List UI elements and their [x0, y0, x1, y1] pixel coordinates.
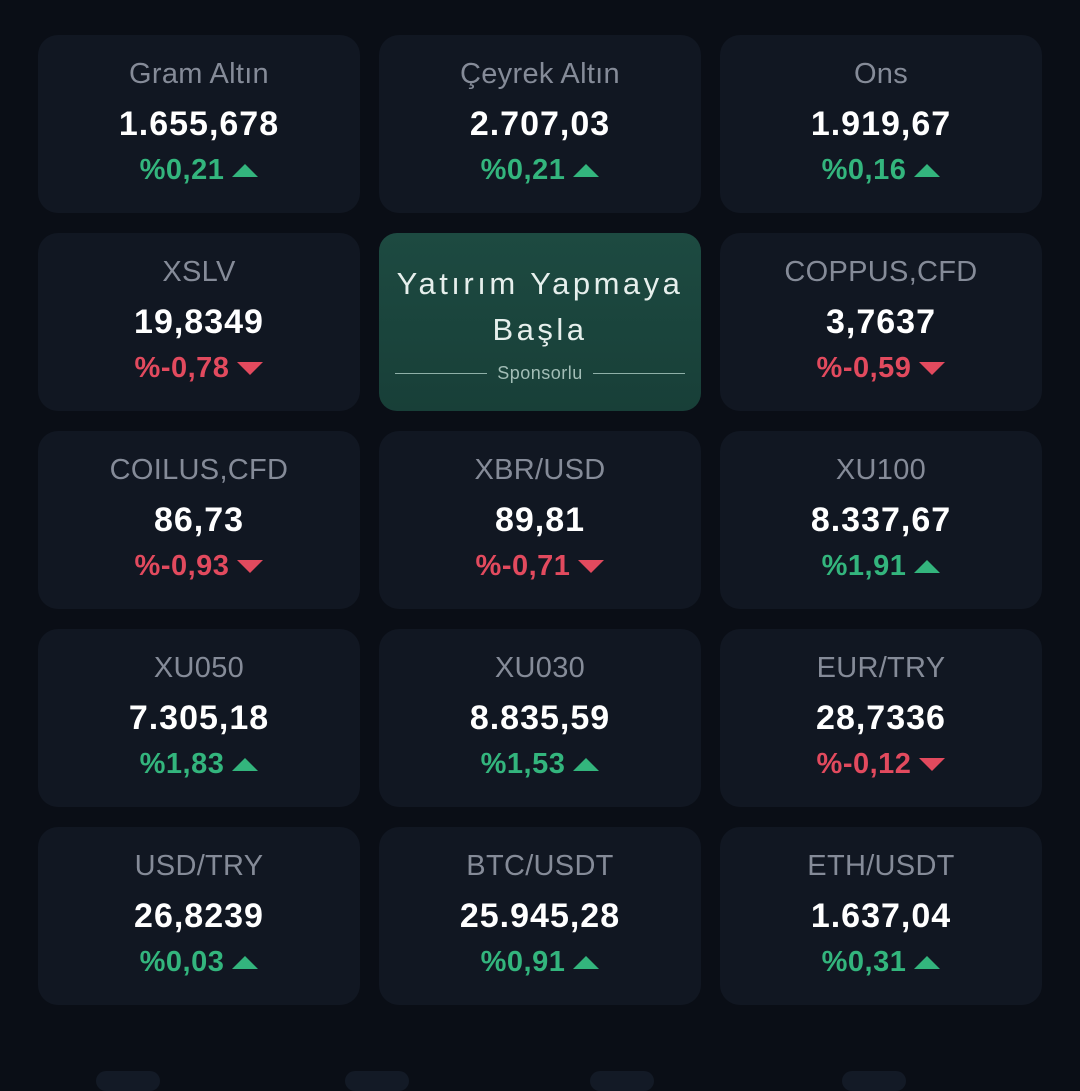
ticker-name: ETH/USDT — [807, 850, 955, 882]
ticker-name: XSLV — [162, 256, 236, 288]
change-percent: %0,21 — [139, 154, 225, 186]
ticker-change: %0,91 — [481, 945, 600, 979]
ticker-change: %0,16 — [822, 153, 941, 187]
ticker-change: %-0,12 — [817, 747, 946, 781]
ticker-value: 8.835,59 — [469, 699, 611, 737]
ticker-value: 1.655,678 — [118, 105, 280, 143]
arrow-up-icon — [914, 163, 941, 177]
ticker-name: XBR/USD — [474, 454, 606, 486]
arrow-up-icon — [914, 955, 941, 969]
ticker-name: XU030 — [494, 652, 586, 684]
change-percent: %1,83 — [139, 748, 225, 780]
ticker-change: %0,21 — [140, 153, 259, 187]
change-percent: %0,31 — [821, 946, 907, 978]
ticker-change: %1,91 — [822, 549, 941, 583]
sponsored-ad-card[interactable]: Yatırım Yapmaya Başla Sponsorlu — [379, 233, 701, 411]
ticker-card-xu030[interactable]: XU030 8.835,59 %1,53 — [379, 629, 701, 807]
change-percent: %0,03 — [139, 946, 225, 978]
ad-headline: Yatırım Yapmaya Başla — [396, 266, 684, 347]
ticker-card-coilus-cfd[interactable]: COILUS,CFD 86,73 %-0,93 — [38, 431, 360, 609]
ticker-value: 7.305,18 — [128, 699, 270, 737]
ticker-value: 28,7336 — [816, 699, 946, 737]
ticker-value: 89,81 — [494, 501, 586, 539]
ticker-card-gram-altin[interactable]: Gram Altın 1.655,678 %0,21 — [38, 35, 360, 213]
ticker-card-eur-try[interactable]: EUR/TRY 28,7336 %-0,12 — [720, 629, 1042, 807]
ticker-value: 3,7637 — [826, 303, 936, 341]
ticker-card-ons[interactable]: Ons 1.919,67 %0,16 — [720, 35, 1042, 213]
ticker-card-xbr-usd[interactable]: XBR/USD 89,81 %-0,71 — [379, 431, 701, 609]
bottom-chip-row — [0, 1071, 1080, 1091]
change-percent: %-0,93 — [134, 550, 230, 582]
ticker-value: 1.919,67 — [810, 105, 952, 143]
arrow-up-icon — [573, 757, 600, 771]
ticker-change: %-0,93 — [135, 549, 264, 583]
arrow-down-icon — [919, 757, 946, 771]
change-percent: %-0,59 — [816, 352, 912, 384]
ticker-change: %0,03 — [140, 945, 259, 979]
change-percent: %0,21 — [480, 154, 566, 186]
ticker-name: XU050 — [153, 652, 245, 684]
ticker-name: Gram Altın — [129, 58, 269, 90]
ticker-value: 8.337,67 — [810, 501, 952, 539]
ticker-card-usd-try[interactable]: USD/TRY 26,8239 %0,03 — [38, 827, 360, 1005]
ticker-name: BTC/USDT — [466, 850, 614, 882]
arrow-down-icon — [237, 559, 264, 573]
ticker-card-xu050[interactable]: XU050 7.305,18 %1,83 — [38, 629, 360, 807]
chip[interactable] — [842, 1071, 906, 1091]
change-percent: %-0,71 — [475, 550, 571, 582]
sponsor-row: Sponsorlu — [395, 363, 685, 384]
ticker-value: 25.945,28 — [459, 897, 621, 935]
ticker-change: %-0,71 — [476, 549, 605, 583]
ticker-name: COILUS,CFD — [109, 454, 289, 486]
ticker-value: 1.637,04 — [810, 897, 952, 935]
ticker-change: %-0,78 — [135, 351, 264, 385]
ticker-name: USD/TRY — [134, 850, 264, 882]
ticker-name: COPPUS,CFD — [784, 256, 978, 288]
ticker-card-ceyrek-altin[interactable]: Çeyrek Altın 2.707,03 %0,21 — [379, 35, 701, 213]
change-percent: %0,16 — [821, 154, 907, 186]
ticker-change: %0,31 — [822, 945, 941, 979]
arrow-up-icon — [232, 163, 259, 177]
change-percent: %1,91 — [821, 550, 907, 582]
ticker-card-xu100[interactable]: XU100 8.337,67 %1,91 — [720, 431, 1042, 609]
ticker-change: %1,83 — [140, 747, 259, 781]
ticker-value: 26,8239 — [134, 897, 264, 935]
arrow-up-icon — [914, 559, 941, 573]
change-percent: %0,91 — [480, 946, 566, 978]
arrow-down-icon — [919, 361, 946, 375]
change-percent: %-0,78 — [134, 352, 230, 384]
ticker-value: 2.707,03 — [469, 105, 611, 143]
ticker-card-btc-usdt[interactable]: BTC/USDT 25.945,28 %0,91 — [379, 827, 701, 1005]
divider — [395, 373, 488, 374]
change-percent: %1,53 — [480, 748, 566, 780]
arrow-down-icon — [237, 361, 264, 375]
ticker-card-coppus-cfd[interactable]: COPPUS,CFD 3,7637 %-0,59 — [720, 233, 1042, 411]
arrow-down-icon — [578, 559, 605, 573]
arrow-up-icon — [573, 163, 600, 177]
divider — [592, 373, 685, 374]
ticker-change: %-0,59 — [817, 351, 946, 385]
ticker-change: %0,21 — [481, 153, 600, 187]
change-percent: %-0,12 — [816, 748, 912, 780]
arrow-up-icon — [232, 955, 259, 969]
ticker-value: 86,73 — [153, 501, 245, 539]
ticker-name: Çeyrek Altın — [460, 58, 620, 90]
ticker-value: 19,8349 — [134, 303, 264, 341]
ticker-name: EUR/TRY — [816, 652, 946, 684]
arrow-up-icon — [573, 955, 600, 969]
ticker-card-xslv[interactable]: XSLV 19,8349 %-0,78 — [38, 233, 360, 411]
ticker-name: XU100 — [835, 454, 927, 486]
ticker-name: Ons — [853, 58, 909, 90]
sponsored-label: Sponsorlu — [497, 363, 583, 383]
chip[interactable] — [96, 1071, 160, 1091]
chip[interactable] — [345, 1071, 409, 1091]
arrow-up-icon — [232, 757, 259, 771]
ticker-card-eth-usdt[interactable]: ETH/USDT 1.637,04 %0,31 — [720, 827, 1042, 1005]
market-ticker-grid: Gram Altın 1.655,678 %0,21 Çeyrek Altın … — [38, 35, 1042, 1005]
chip[interactable] — [590, 1071, 654, 1091]
ticker-change: %1,53 — [481, 747, 600, 781]
